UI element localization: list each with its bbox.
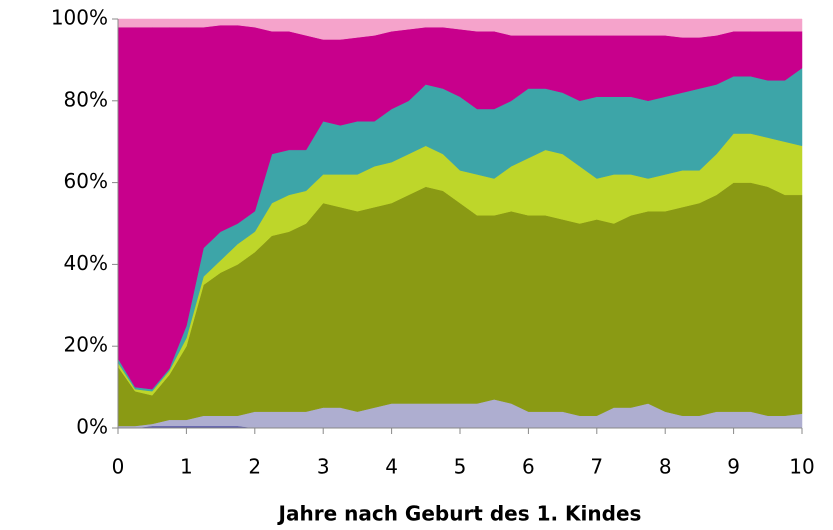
y-tick-label: 20% [64, 333, 108, 357]
y-tick-label: 60% [64, 169, 108, 193]
axes: 0% 20% 40% 60% 80% 100% 0 1 2 3 4 5 6 7 8 9 10 [51, 6, 815, 479]
x-tick-label: 2 [248, 455, 261, 479]
x-tick-label: 4 [385, 455, 398, 479]
y-tick-label: 100% [51, 6, 108, 30]
x-tick-label: 9 [727, 455, 740, 479]
x-axis-label: Jahre nach Geburt des 1. Kindes [277, 502, 642, 526]
x-tick-label: 6 [522, 455, 535, 479]
y-tick-label: 40% [64, 251, 108, 275]
x-tick-label: 10 [789, 455, 814, 479]
x-tick-label: 5 [454, 455, 467, 479]
y-tick-label: 0% [76, 415, 108, 439]
x-tick-label: 7 [590, 455, 603, 479]
y-tick-label: 80% [64, 87, 108, 111]
x-tick-label: 1 [180, 455, 193, 479]
x-tick-label: 0 [112, 455, 125, 479]
area [117, 18, 803, 40]
x-tick-label: 3 [317, 455, 330, 479]
x-tick-label: 8 [659, 455, 672, 479]
areas [117, 18, 803, 429]
